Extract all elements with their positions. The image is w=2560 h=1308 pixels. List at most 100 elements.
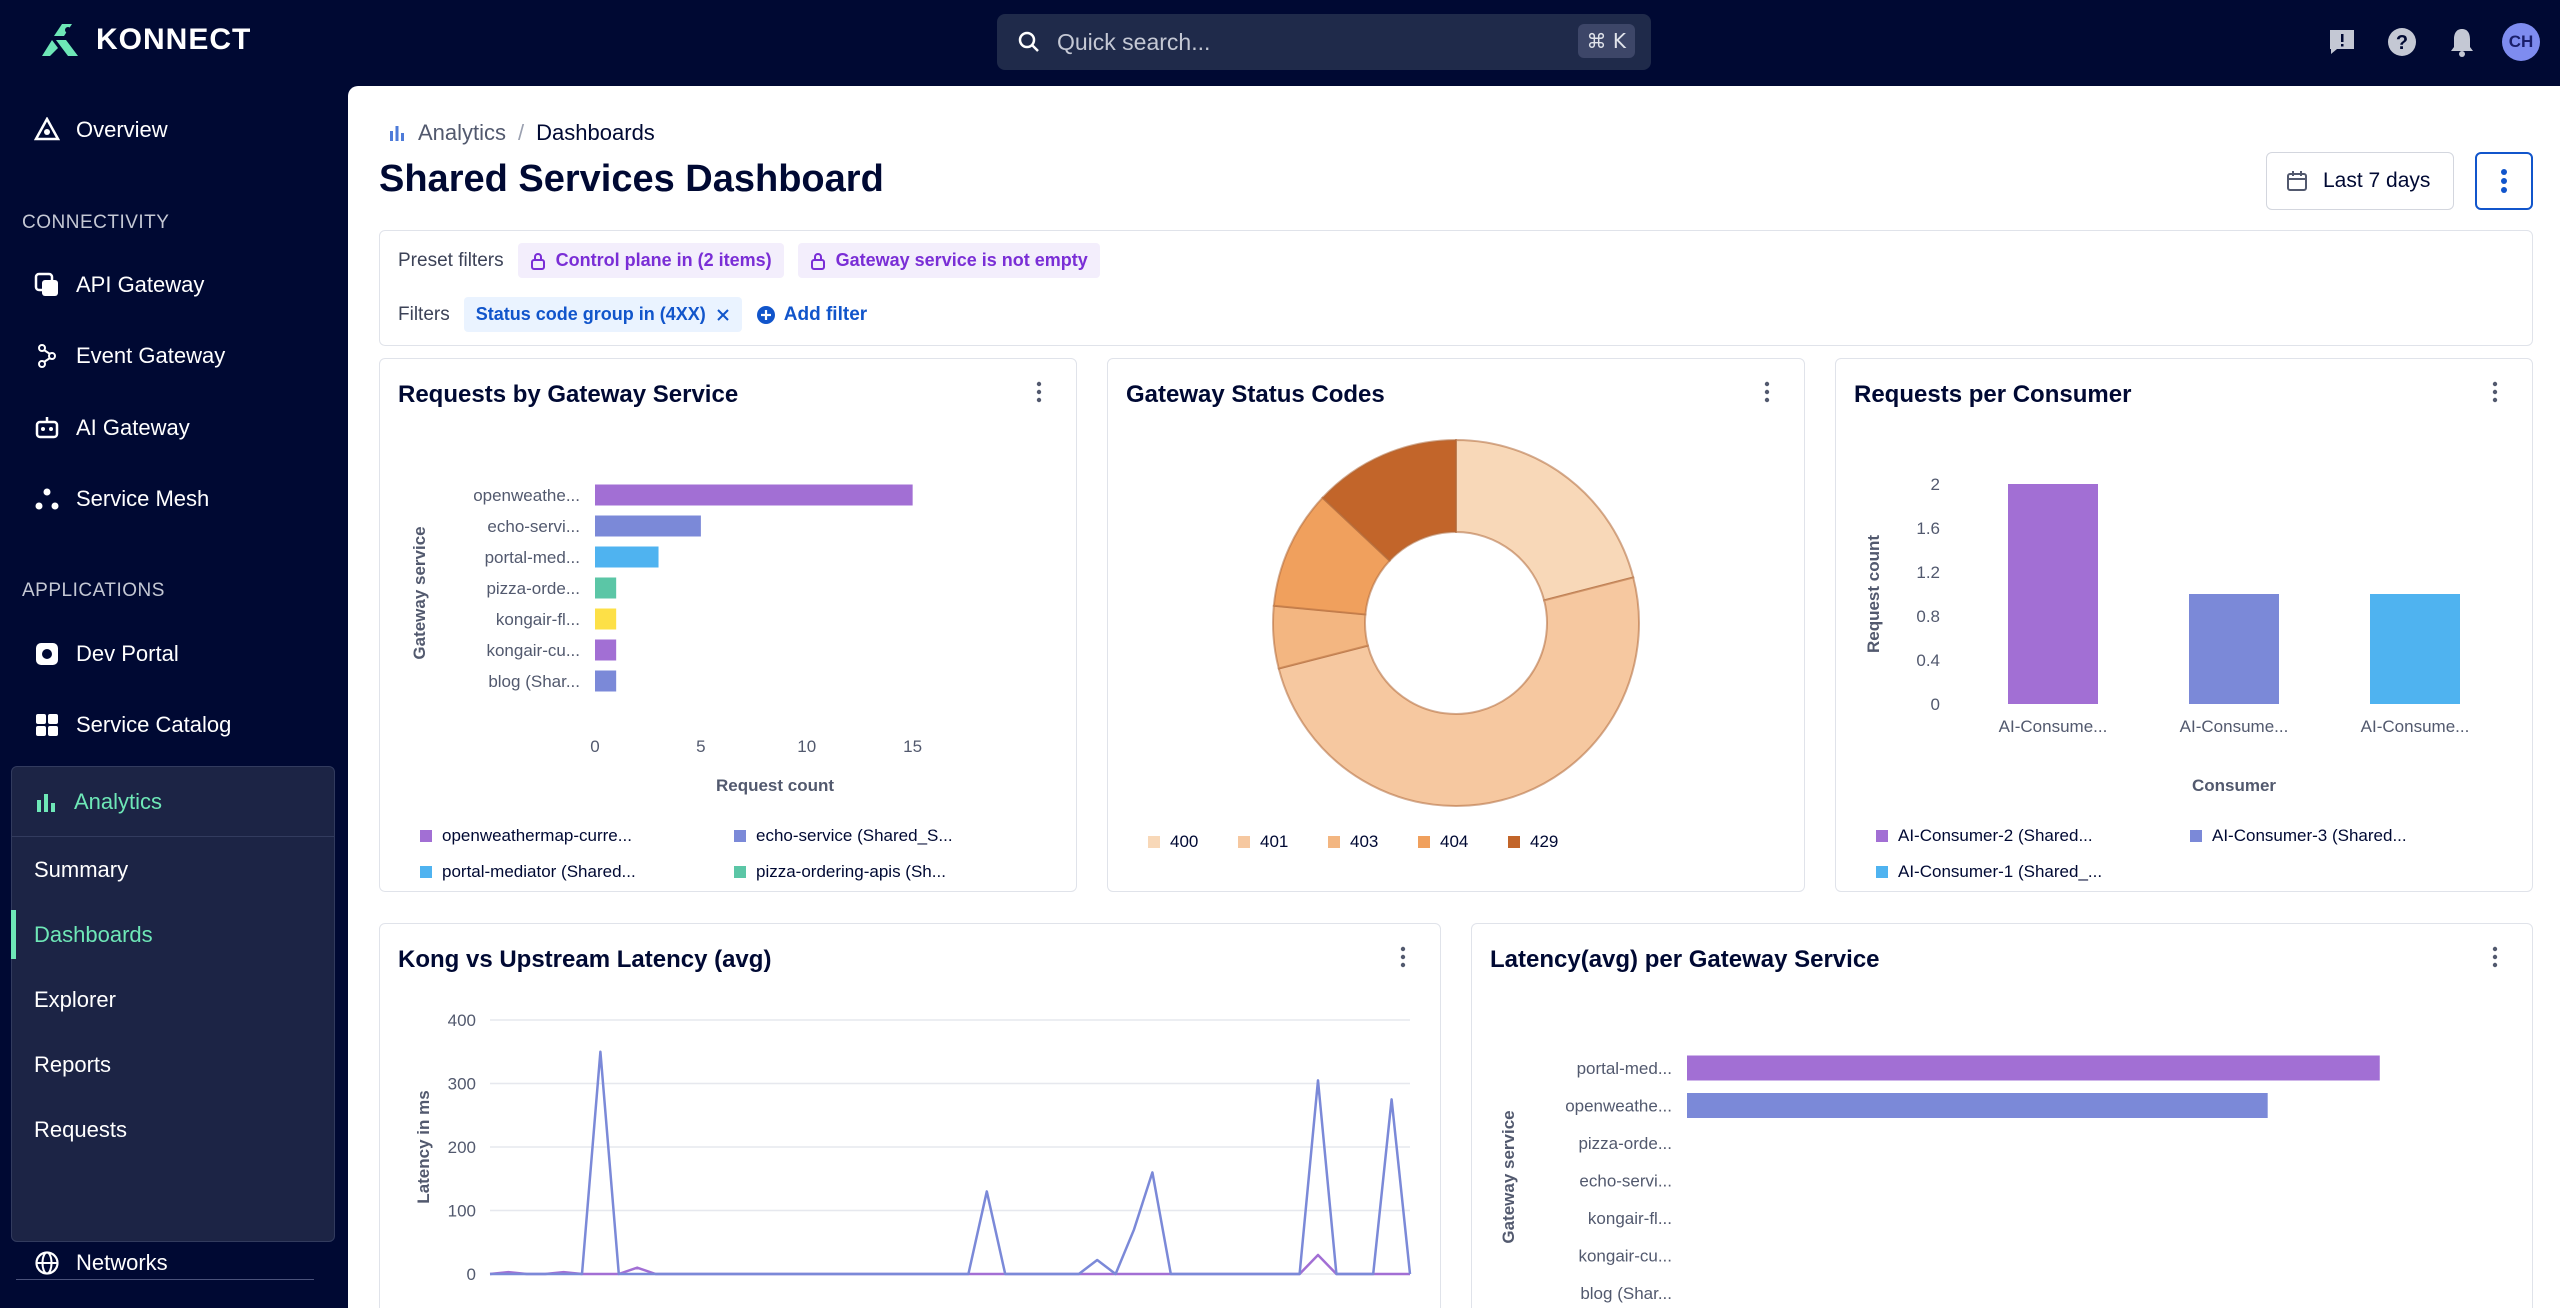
sidebar-divider [16,1279,314,1280]
feedback-icon[interactable] [2322,22,2362,62]
chip-label: Gateway service is not empty [835,250,1088,270]
bar [1687,1055,2380,1081]
lock-icon [810,252,825,270]
kebab-icon [2501,169,2507,193]
help-icon[interactable]: ? [2382,22,2422,62]
sidebar-item-networks[interactable]: Networks [34,1250,168,1276]
quick-search[interactable]: Quick search... ⌘ K [997,14,1651,70]
card-menu-button[interactable] [1764,381,1788,411]
legend-label: AI-Consumer-2 (Shared... [1898,826,2093,845]
sidebar-item-event-gateway[interactable]: Event Gateway [34,343,225,369]
sidebar-item-ai-gateway[interactable]: AI Gateway [34,415,190,441]
sidebar-item-dev-portal[interactable]: Dev Portal [34,641,179,667]
bar [595,546,659,568]
preset-filter-chip: Gateway service is not empty [797,243,1100,278]
pie-slice [1321,438,1457,563]
x-axis-label: Request count [716,776,834,795]
y-tick-label: 0.4 [1916,651,1940,670]
sidebar-item-label: API Gateway [76,272,205,297]
service-catalog-icon [34,712,60,738]
kebab-icon [1764,381,1770,403]
globe-icon [34,1250,60,1276]
legend-swatch [1418,836,1430,848]
bar [2370,594,2460,704]
service-mesh-icon [34,486,60,512]
legend-label: openweathermap-curre... [442,826,632,845]
preset-filters-label: Preset filters [398,249,504,271]
kong-vs-upstream-latency-chart: 400 300 200 100 0 Latency in ms [414,1011,1412,1284]
analytics-group: Analytics Summary Dashboards Explorer Re… [11,766,335,1242]
kong-logo-icon [42,24,78,56]
y-tick-label: echo-servi... [1579,1172,1672,1191]
y-tick-label: kongair-fl... [496,610,580,629]
x-axis-label: Consumer [2192,776,2276,795]
y-tick-label: pizza-orde... [486,579,580,598]
sidebar-subitem-reports[interactable]: Reports [34,1051,112,1077]
legend-swatch [420,830,432,842]
card-title: Gateway Status Codes [1126,381,1385,408]
y-tick-label: blog (Shar... [488,672,580,691]
chip-label: Status code group in (4XX) [475,304,706,324]
breadcrumb-analytics[interactable]: Analytics [418,120,507,145]
svg-text:?: ? [2396,32,2408,54]
y-tick-label: 0 [1931,695,1940,714]
filter-panel: Preset filters Control plane in (2 items… [379,230,2533,346]
close-icon[interactable] [716,308,730,322]
sidebar-item-service-catalog[interactable]: Service Catalog [34,712,231,738]
calendar-icon [2287,171,2307,191]
dashboard-menu-button[interactable] [2475,152,2533,210]
sidebar-item-label: Analytics [74,788,163,814]
legend-swatch [2190,830,2202,842]
bar [1687,1093,2268,1118]
event-gateway-icon [34,343,60,369]
x-tick-label: 15 [903,737,922,756]
active-filter-chip[interactable]: Status code group in (4XX) [463,297,742,332]
legend-label: AI-Consumer-1 (Shared_... [1898,862,2102,881]
latency-per-gateway-service-chart: portal-med... openweathe... pizza-orde... e… [1499,1055,2380,1303]
konnect-logo[interactable]: KONNECT [38,20,251,60]
card-kong-vs-upstream-latency: 400 300 200 100 0 Latency in ms Kong vs Upstr… [379,923,1441,1308]
sidebar-item-overview[interactable]: Overview [34,117,168,143]
analytics-icon [37,793,55,812]
sidebar-subitem-dashboards[interactable]: Dashboards [11,902,334,967]
user-avatar[interactable]: CH [2502,23,2540,61]
y-axis-label: Gateway service [410,526,429,659]
y-axis-label: Gateway service [1499,1110,1518,1243]
sidebar-subitem-requests[interactable]: Requests [34,1116,127,1142]
date-range-button[interactable]: Last 7 days [2266,152,2454,210]
filters-label: Filters [398,303,450,325]
card-menu-button[interactable] [1400,946,1424,976]
card-gateway-status-codes: 400 401 403 404 429 Gateway Status Codes [1107,358,1805,892]
sidebar-item-service-mesh[interactable]: Service Mesh [34,486,209,512]
legend-swatch [1508,836,1520,848]
kebab-icon [1400,946,1406,968]
legend-swatch [734,830,746,842]
legend-label: portal-mediator (Shared... [442,862,636,881]
sidebar-item-api-gateway[interactable]: API Gateway [34,272,204,298]
date-range-label: Last 7 days [2323,169,2431,192]
section-connectivity: CONNECTIVITY [22,212,170,233]
card-menu-button[interactable] [2492,946,2516,976]
sidebar-subitem-explorer[interactable]: Explorer [34,986,116,1012]
sidebar-item-label: Event Gateway [76,343,226,368]
preset-filters-row: Preset filters Control plane in (2 items… [398,243,1100,278]
add-filter-button[interactable]: Add filter [756,304,867,326]
sidebar-item-label: Overview [76,117,168,142]
y-tick-label: 0 [467,1265,476,1284]
y-tick-label: 1.2 [1916,563,1940,582]
sidebar-item-analytics[interactable]: Analytics [12,767,334,837]
card-menu-button[interactable] [1036,381,1060,411]
y-tick-label: 300 [448,1075,476,1094]
y-tick-label: 200 [448,1138,476,1157]
analytics-icon [390,126,404,141]
card-title: Requests per Consumer [1854,381,2132,408]
bar [2189,594,2279,704]
bell-icon[interactable] [2442,22,2482,62]
sidebar-subitem-summary[interactable]: Summary [34,856,129,882]
card-menu-button[interactable] [2492,381,2516,411]
legend-label: echo-service (Shared_S... [756,826,953,845]
y-axis-label: Latency in ms [414,1090,433,1203]
bar [595,608,617,630]
legend-swatch [1876,830,1888,842]
card-title: Kong vs Upstream Latency (avg) [398,946,772,973]
